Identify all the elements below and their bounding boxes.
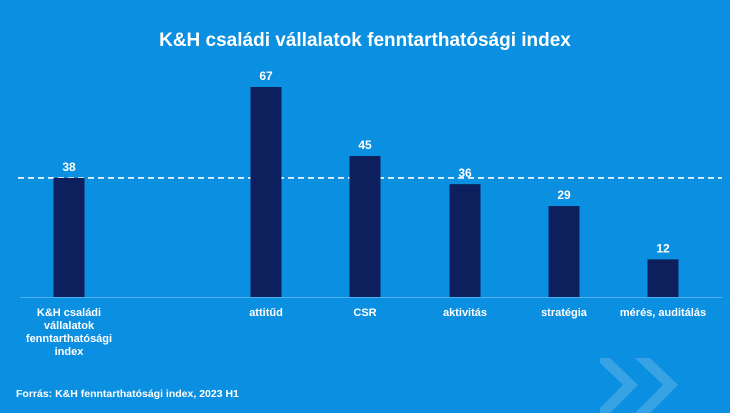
value-label: 29 [557, 188, 571, 202]
value-labels-group: 38 67 45 36 29 12 [62, 69, 670, 255]
bars-group [53, 87, 679, 297]
bar [53, 177, 85, 297]
bar [449, 184, 481, 297]
bar [349, 155, 381, 297]
category-label-line: K&H családi [37, 307, 101, 319]
value-label: 67 [259, 69, 273, 83]
category-label-line: aktivitás [443, 307, 487, 319]
category-labels-group: K&H családi vállalatok fenntarthatósági ind… [26, 307, 706, 358]
category-label: CSR [353, 307, 376, 319]
category-label-line: vállalatok [44, 320, 95, 332]
value-label: 12 [656, 241, 670, 255]
chevron-double-right-icon [600, 358, 678, 413]
value-label: 45 [358, 138, 372, 152]
chart-title: K&H családi vállalatok fenntarthatósági … [159, 30, 571, 51]
bar [548, 206, 580, 297]
category-label-line: CSR [353, 307, 376, 319]
category-label-line: mérés, auditálás [620, 307, 706, 319]
category-label-line: attitűd [249, 307, 283, 319]
category-label-line: fenntarthatósági [26, 333, 112, 345]
bar [647, 259, 679, 297]
category-label: aktivitás [443, 307, 487, 319]
source-note: Forrás: K&H fenntarthatósági index, 2023… [16, 388, 239, 400]
category-label-line: stratégia [541, 307, 588, 319]
category-label-line: index [55, 346, 85, 358]
bar [250, 87, 282, 297]
category-label: mérés, auditálás [620, 307, 706, 319]
category-label: K&H családi vállalatok fenntarthatósági ind… [26, 307, 112, 358]
value-label: 38 [62, 160, 76, 174]
value-label: 36 [458, 166, 472, 180]
category-label: stratégia [541, 307, 588, 319]
category-label: attitűd [249, 307, 283, 319]
